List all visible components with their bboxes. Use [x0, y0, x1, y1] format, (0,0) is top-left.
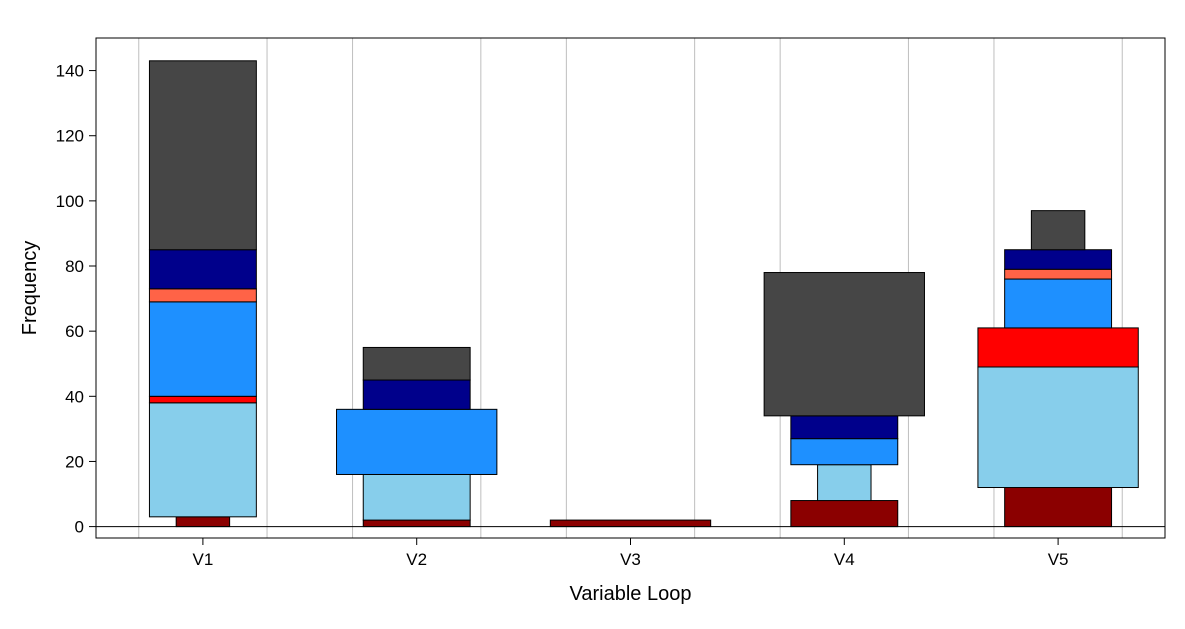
x-tick-label-v4: V4 — [834, 550, 855, 569]
bar-segment-v4 — [790, 500, 899, 528]
x-axis-title: Variable Loop — [570, 583, 692, 605]
y-axis-title: Frequency — [19, 241, 41, 336]
bar-segments — [96, 60, 1165, 528]
y-tick-label: 100 — [56, 192, 84, 211]
bar-segment-v5 — [1004, 487, 1113, 528]
bar-segment-v1 — [148, 288, 257, 303]
bar-segment-v4 — [817, 464, 872, 502]
bar-segment-v2 — [362, 346, 471, 381]
y-tick-label: 40 — [65, 387, 84, 406]
bar-segment-v3 — [549, 519, 712, 528]
x-axis: V1 V2 V3 V4 V5 — [193, 538, 1069, 569]
bar-segment-v2 — [362, 473, 471, 521]
bar-segment-v2 — [362, 519, 471, 528]
y-tick-label: 60 — [65, 322, 84, 341]
y-tick-label: 140 — [56, 62, 84, 81]
bar-segment-v4 — [790, 415, 899, 440]
bar-segment-v5 — [1004, 278, 1113, 329]
x-tick-label-v5: V5 — [1048, 550, 1069, 569]
bar-segment-v5 — [1004, 249, 1113, 270]
y-axis: 0 20 40 60 80 100 120 140 — [56, 62, 96, 537]
grid-lines — [138, 38, 1123, 538]
y-tick-label: 80 — [65, 257, 84, 276]
bar-segment-v2 — [362, 379, 471, 410]
bar-segment-v1 — [148, 249, 257, 290]
bar-segment-v4 — [763, 272, 925, 417]
bar-segment-v1 — [175, 516, 231, 528]
bar-segment-v5 — [977, 366, 1139, 489]
bar-segment-v1 — [148, 402, 257, 518]
bar-segment-v4 — [790, 438, 899, 466]
x-tick-label-v3: V3 — [620, 550, 641, 569]
y-tick-label: 120 — [56, 127, 84, 146]
bar-segment-v5 — [977, 327, 1139, 368]
y-tick-label: 0 — [75, 518, 84, 537]
y-tick-label: 20 — [65, 452, 84, 471]
bar-segment-v5 — [1004, 268, 1113, 280]
x-tick-label-v2: V2 — [406, 550, 427, 569]
bar-segment-v1 — [148, 301, 257, 397]
bar-segment-v5 — [1030, 210, 1086, 251]
bar-segment-v2 — [336, 408, 498, 475]
x-tick-label-v1: V1 — [193, 550, 214, 569]
bar-segment-v1 — [148, 60, 257, 251]
bar-segment-v1 — [148, 395, 257, 404]
